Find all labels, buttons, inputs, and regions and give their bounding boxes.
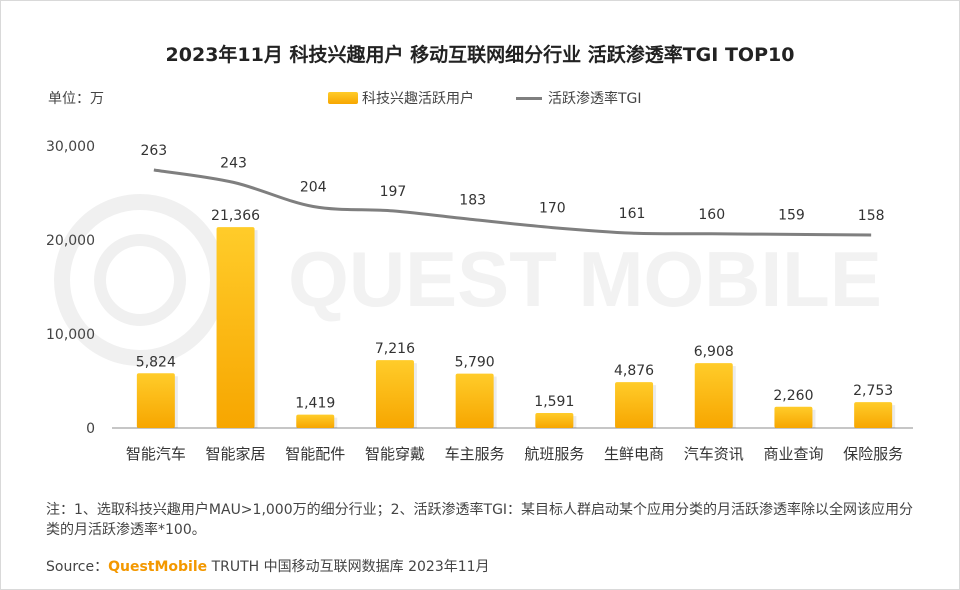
tgi-value-label: 158 (858, 208, 885, 224)
bar-value-label: 21,366 (211, 208, 260, 224)
tgi-value-label: 170 (539, 201, 566, 217)
x-tick-label: 智能家居 (206, 445, 266, 463)
legend-line-swatch (516, 96, 542, 100)
bar (296, 414, 335, 428)
bar-value-label: 4,876 (614, 363, 654, 379)
source-line: Source：QuestMobile TRUTH 中国移动互联网数据库 2023… (46, 556, 490, 576)
legend-item-line: 活跃渗透率TGI (516, 88, 642, 108)
bar (615, 382, 654, 428)
x-tick-label: 商业查询 (763, 445, 823, 463)
bar-value-label: 6,908 (694, 344, 734, 360)
y-tick-label: 10,000 (46, 327, 95, 343)
bar-value-label: 2,260 (773, 388, 813, 404)
tgi-line (153, 168, 872, 237)
bar (375, 360, 414, 428)
bar (216, 227, 255, 428)
bar-value-label: 1,419 (295, 396, 335, 412)
tgi-value-label: 160 (698, 207, 725, 223)
bar (535, 413, 574, 428)
watermark: QUEST MOBILE (54, 194, 882, 366)
bar-value-label: 5,790 (455, 355, 495, 371)
tgi-value-label: 183 (459, 193, 486, 209)
legend-bar-label: 科技兴趣活跃用户 (362, 91, 474, 107)
x-tick-label: 智能配件 (285, 445, 345, 463)
bar-value-label: 5,824 (136, 354, 176, 370)
bar (854, 402, 893, 428)
bar-value-label: 1,591 (534, 394, 574, 410)
source-brand: QuestMobile (108, 559, 208, 575)
y-tick-label: 30,000 (46, 139, 95, 155)
unit-label: 单位：万 (48, 91, 104, 107)
tgi-value-label: 243 (220, 155, 247, 171)
bar (136, 373, 175, 428)
x-tick-label: 汽车资讯 (684, 445, 744, 463)
tgi-value-label: 197 (380, 184, 407, 200)
x-tick-label: 保险服务 (843, 445, 903, 463)
source-prefix: Source： (46, 559, 109, 575)
x-tick-label: 车主服务 (445, 445, 505, 463)
watermark-text: QUEST MOBILE (288, 235, 882, 323)
bar-value-label: 2,753 (853, 383, 893, 399)
bar (774, 406, 813, 428)
x-tick-label: 生鲜电商 (604, 445, 664, 463)
source-rest: TRUTH 中国移动互联网数据库 2023年11月 (207, 559, 490, 575)
tgi-value-label: 159 (778, 207, 805, 223)
footnote: 注：1、选取科技兴趣用户MAU>1,000万的细分行业；2、活跃渗透率TGI：某… (46, 502, 914, 538)
x-tick-label: 智能汽车 (126, 445, 186, 463)
tgi-value-label: 263 (140, 143, 167, 159)
bar (455, 373, 494, 428)
legend-line-label: 活跃渗透率TGI (548, 91, 642, 107)
y-tick-label: 20,000 (46, 233, 95, 249)
chart-title: 2023年11月 科技兴趣用户 移动互联网细分行业 活跃渗透率TGI TOP10 (165, 44, 795, 66)
tgi-value-label: 161 (619, 206, 646, 222)
y-tick-label: 0 (86, 421, 95, 437)
x-tick-label: 智能穿戴 (365, 445, 425, 463)
bar-value-label: 7,216 (375, 341, 415, 357)
tgi-value-label: 204 (300, 180, 327, 196)
bar (694, 363, 733, 428)
legend-item-bar: 科技兴趣活跃用户 (328, 88, 474, 108)
legend-bar-swatch (328, 92, 358, 104)
x-tick-label: 航班服务 (524, 445, 584, 463)
